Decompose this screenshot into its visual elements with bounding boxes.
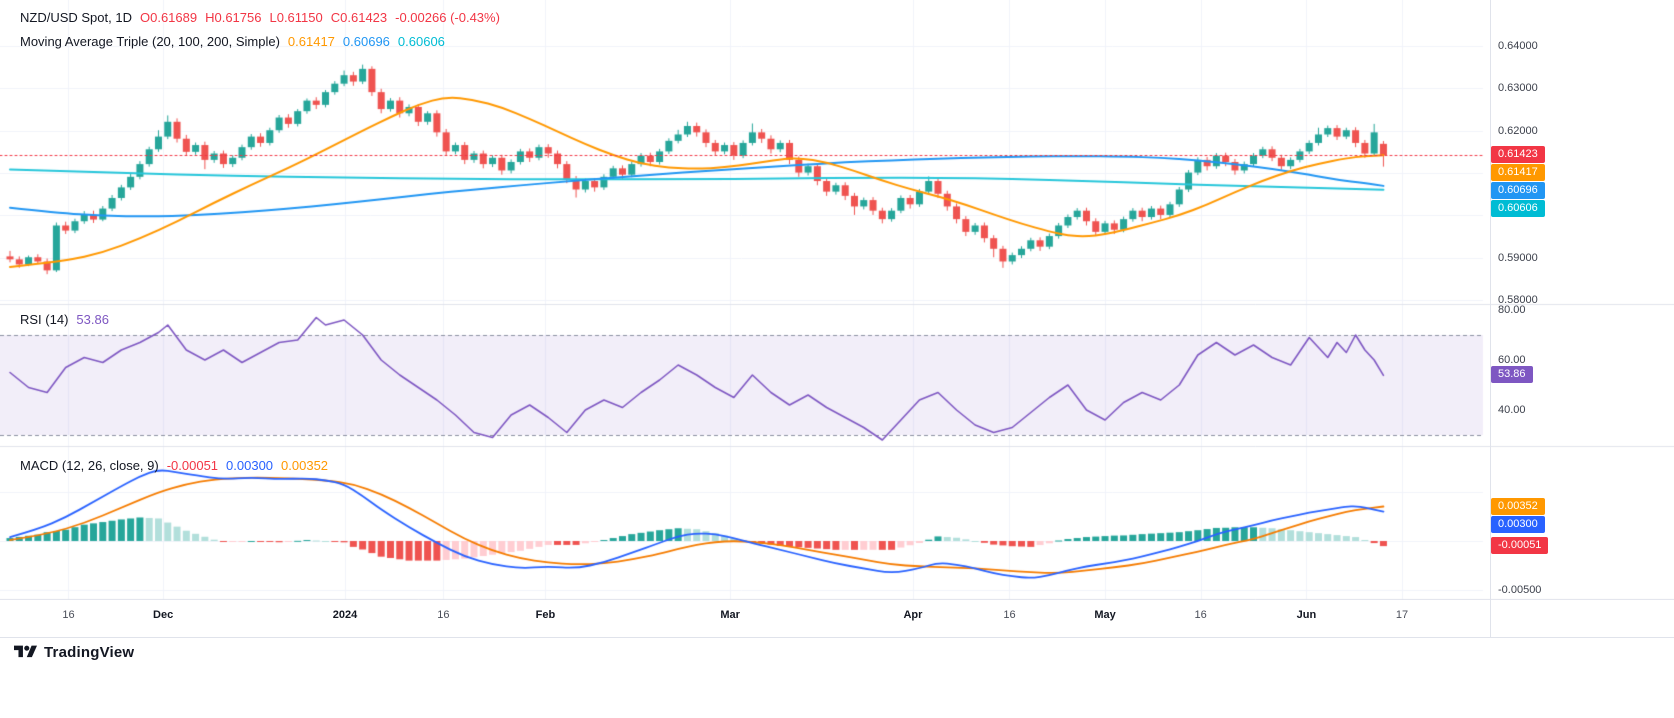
price-badge: 0.60696 xyxy=(1491,182,1545,200)
macd-indicator-row: MACD (12, 26, close, 9) -0.00051 0.00300… xyxy=(20,458,328,482)
time-axis-label: 16 xyxy=(1003,609,1016,621)
price-axis-label: 80.00 xyxy=(1498,304,1526,316)
ma100-value: 0.60696 xyxy=(342,34,390,49)
macd-title[interactable]: MACD (12, 26, close, 9) xyxy=(20,458,159,473)
bottom-divider xyxy=(0,637,1674,638)
time-axis-label: Apr xyxy=(903,609,923,621)
rsi-pane-legend: RSI (14) 53.86 xyxy=(20,312,109,336)
time-axis-label: May xyxy=(1094,609,1116,621)
macd-signal-value: 0.00352 xyxy=(281,458,329,473)
tradingview-attribution[interactable]: TradingView xyxy=(14,643,134,661)
symbol-row: NZD/USD Spot, 1D O0.61689 H0.61756 L0.61… xyxy=(20,10,500,34)
macd-pane-legend: MACD (12, 26, close, 9) -0.00051 0.00300… xyxy=(20,458,328,482)
price-badge: 0.00352 xyxy=(1491,497,1545,515)
rsi-indicator-row: RSI (14) 53.86 xyxy=(20,312,109,336)
ma200-value: 0.60606 xyxy=(397,34,445,49)
ma20-value: 0.61417 xyxy=(287,34,335,49)
time-axis-label: 16 xyxy=(1194,609,1207,621)
time-axis[interactable]: 16 Dec 2024 16 Feb Mar Apr 16 May 16 Jun 17 xyxy=(0,600,1674,637)
price-axis-label: 60.00 xyxy=(1498,354,1526,366)
ohlc-low: L0.61150 xyxy=(269,10,323,25)
time-axis-label: 17 xyxy=(1395,609,1409,621)
ma-triple-title[interactable]: Moving Average Triple (20, 100, 200, Sim… xyxy=(20,34,280,49)
price-axis-label: 0.63000 xyxy=(1498,82,1538,95)
ohlc-close: C0.61423 xyxy=(330,10,388,25)
time-axis-label: 16 xyxy=(62,609,75,621)
main-pane-legend: NZD/USD Spot, 1D O0.61689 H0.61756 L0.61… xyxy=(20,10,500,58)
ohlc-high: H0.61756 xyxy=(205,10,262,25)
price-axis-label: 0.64000 xyxy=(1498,40,1538,52)
price-change: -0.00266 (-0.43%) xyxy=(395,10,500,25)
tradingview-logo-icon xyxy=(14,643,37,661)
price-badge: 0.61417 xyxy=(1491,164,1545,182)
time-axis-label: 2024 xyxy=(332,609,358,621)
axis-separator xyxy=(1490,0,1491,637)
time-axis-label: Mar xyxy=(720,609,740,621)
macd-hist-value: -0.00051 xyxy=(166,458,219,473)
rsi-value: 53.86 xyxy=(76,312,109,327)
chart-canvas[interactable] xyxy=(0,0,1674,600)
time-axis-label: Feb xyxy=(535,609,556,621)
price-axis[interactable]: 0.64000 0.63000 0.62000 0.59000 0.58000 80.00… xyxy=(1490,0,1674,637)
ohlc-open: O0.61689 xyxy=(139,10,198,25)
price-axis-label: -0.00500 xyxy=(1498,584,1542,596)
tradingview-wordmark: TradingView xyxy=(44,643,135,661)
price-axis-label: 40.00 xyxy=(1498,404,1526,416)
price-badge: 0.61423 xyxy=(1491,146,1545,164)
macd-line-value: 0.00300 xyxy=(226,458,274,473)
price-axis-label: 0.62000 xyxy=(1498,124,1538,137)
ma-indicator-row: Moving Average Triple (20, 100, 200, Sim… xyxy=(20,34,500,58)
rsi-title[interactable]: RSI (14) xyxy=(20,312,69,327)
price-badge: -0.00051 xyxy=(1491,536,1549,554)
symbol-title[interactable]: NZD/USD Spot, 1D xyxy=(20,10,132,25)
price-badge: 53.86 xyxy=(1491,366,1533,384)
price-badge: 0.60606 xyxy=(1491,200,1545,218)
price-axis-label: 0.59000 xyxy=(1498,251,1538,264)
time-axis-label: Dec xyxy=(153,609,174,621)
price-axis-label: 0.58000 xyxy=(1498,294,1538,306)
price-badge: 0.00300 xyxy=(1491,515,1545,533)
time-axis-label: Jun xyxy=(1296,609,1317,621)
time-axis-label: 16 xyxy=(437,609,450,621)
